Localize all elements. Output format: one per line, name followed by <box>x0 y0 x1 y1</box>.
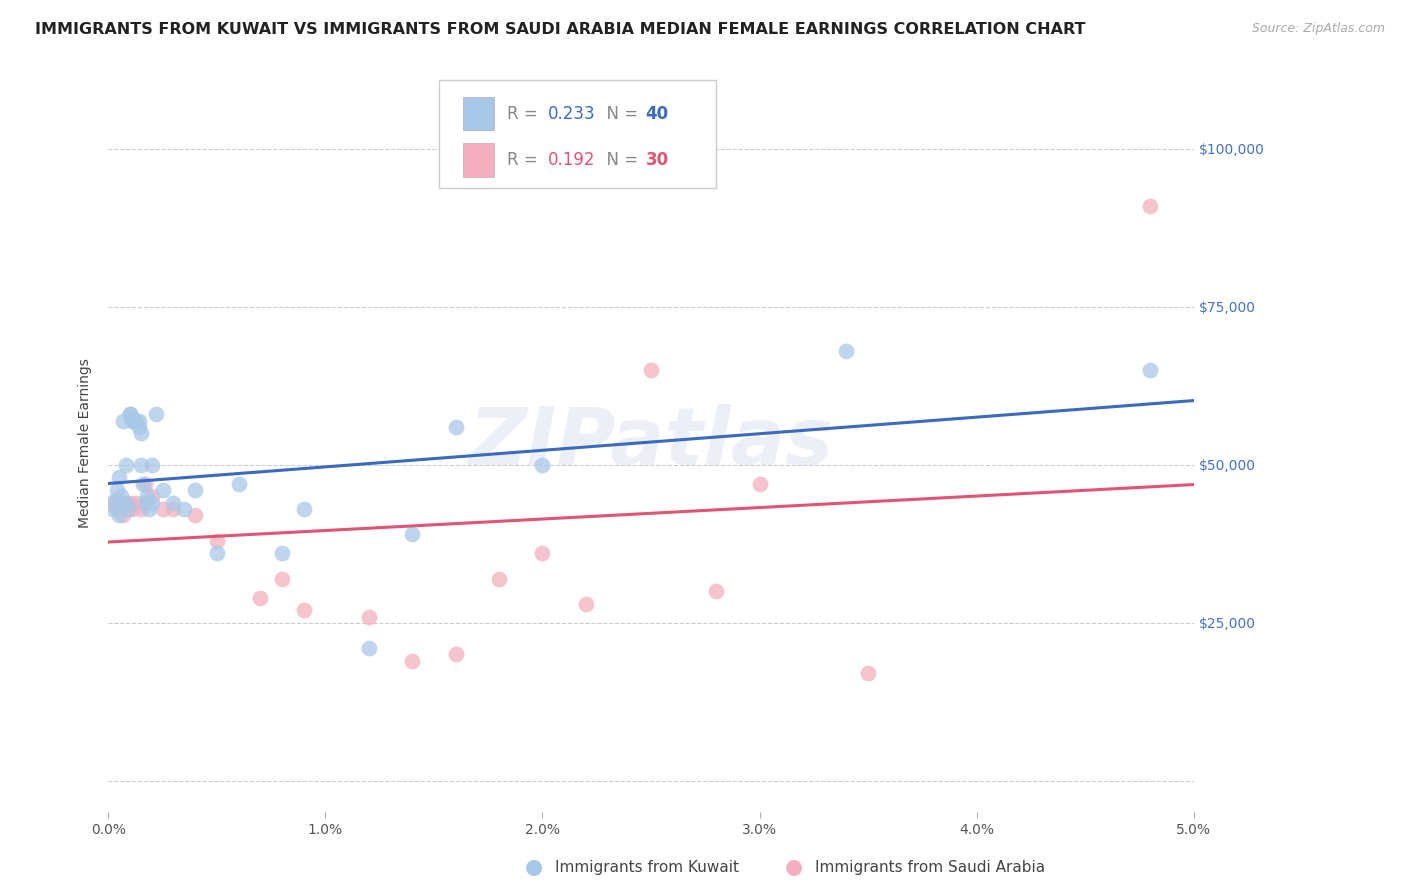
Point <box>134 496 156 510</box>
Text: 40: 40 <box>645 104 669 123</box>
Point <box>488 572 510 586</box>
Point <box>125 414 148 428</box>
Point <box>357 609 380 624</box>
FancyBboxPatch shape <box>439 80 716 187</box>
Point <box>121 502 143 516</box>
Text: N =: N = <box>596 151 643 169</box>
Point <box>128 420 150 434</box>
Point <box>249 591 271 605</box>
Point <box>704 584 727 599</box>
Point <box>110 496 132 510</box>
Point <box>575 597 598 611</box>
Point <box>531 546 554 560</box>
Point <box>640 363 662 377</box>
Point <box>108 508 131 523</box>
Text: N =: N = <box>596 104 643 123</box>
Point <box>117 502 139 516</box>
Point <box>138 502 160 516</box>
Point <box>1139 363 1161 377</box>
Text: 0.192: 0.192 <box>548 151 595 169</box>
Point <box>104 499 127 513</box>
Point <box>118 407 141 421</box>
Point <box>748 476 770 491</box>
Text: ●: ● <box>526 857 543 877</box>
Point <box>114 496 136 510</box>
Text: 0.233: 0.233 <box>548 104 596 123</box>
Point <box>136 490 159 504</box>
Y-axis label: Median Female Earnings: Median Female Earnings <box>79 358 93 528</box>
Point <box>162 502 184 516</box>
Point <box>271 572 294 586</box>
Point <box>141 458 163 472</box>
Text: R =: R = <box>506 104 543 123</box>
Point <box>129 426 152 441</box>
Point <box>1139 199 1161 213</box>
Point <box>108 502 131 516</box>
Point <box>124 414 146 428</box>
Text: Source: ZipAtlas.com: Source: ZipAtlas.com <box>1251 22 1385 36</box>
Point <box>121 414 143 428</box>
Point <box>141 496 163 510</box>
Point <box>112 508 135 523</box>
Point <box>112 414 135 428</box>
Point <box>173 502 195 516</box>
Point <box>132 476 155 491</box>
Point <box>152 483 174 497</box>
Point <box>531 458 554 472</box>
Point <box>129 458 152 472</box>
FancyBboxPatch shape <box>463 97 494 130</box>
Point <box>444 648 467 662</box>
Point <box>292 502 315 516</box>
Point <box>401 527 423 541</box>
Text: Immigrants from Saudi Arabia: Immigrants from Saudi Arabia <box>815 860 1046 874</box>
Point <box>152 502 174 516</box>
Point <box>105 483 128 497</box>
Point <box>162 496 184 510</box>
Point <box>835 344 858 359</box>
Point <box>125 496 148 510</box>
Point <box>205 533 228 548</box>
Point <box>118 407 141 421</box>
Point <box>856 666 879 681</box>
Text: Immigrants from Kuwait: Immigrants from Kuwait <box>555 860 740 874</box>
Point <box>184 508 207 523</box>
Point <box>104 492 127 507</box>
Point <box>292 603 315 617</box>
Text: IMMIGRANTS FROM KUWAIT VS IMMIGRANTS FROM SAUDI ARABIA MEDIAN FEMALE EARNINGS CO: IMMIGRANTS FROM KUWAIT VS IMMIGRANTS FRO… <box>35 22 1085 37</box>
Point <box>271 546 294 560</box>
Point <box>129 502 152 516</box>
Text: ●: ● <box>786 857 803 877</box>
Point <box>128 414 150 428</box>
Text: 30: 30 <box>645 151 669 169</box>
Text: R =: R = <box>506 151 543 169</box>
Point <box>108 470 131 484</box>
Point <box>141 490 163 504</box>
Point <box>118 496 141 510</box>
Point <box>101 496 124 510</box>
Point <box>357 641 380 656</box>
Point <box>145 407 167 421</box>
Point <box>205 546 228 560</box>
Point <box>114 496 136 510</box>
Point <box>444 420 467 434</box>
Point <box>401 654 423 668</box>
Point <box>101 502 124 516</box>
Point <box>228 476 250 491</box>
Point <box>114 458 136 472</box>
Point <box>110 490 132 504</box>
Text: ZIPatlas: ZIPatlas <box>468 404 834 482</box>
Point <box>184 483 207 497</box>
FancyBboxPatch shape <box>463 144 494 177</box>
Point <box>134 476 156 491</box>
